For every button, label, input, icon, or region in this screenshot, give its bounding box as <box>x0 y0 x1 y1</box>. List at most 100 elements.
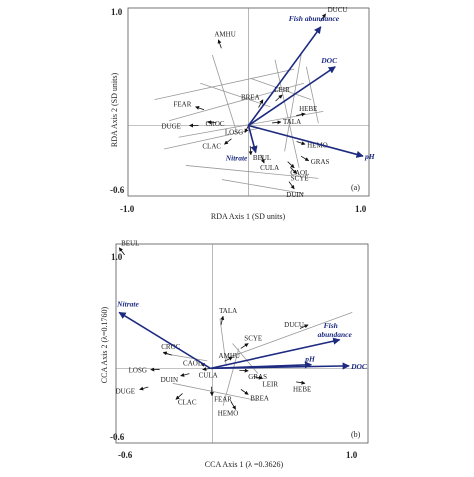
cca-species-label-caol: CAOL <box>183 359 202 367</box>
cca-species-label-croc: CROC <box>161 343 180 351</box>
rda-env-arrow-fish-abundance <box>247 26 322 126</box>
rda-species-arrow-hebe <box>296 112 306 117</box>
rda-species-arrow-tala <box>272 120 282 125</box>
cca-species-label-cula: CULA <box>199 372 218 380</box>
cca-species-label-brea: BREA <box>250 394 269 402</box>
rda-species-arrow-gras <box>300 155 310 162</box>
cca-y-axis-title: CCA Axis 2 (λ=0.1760) <box>100 306 109 383</box>
cca-species-arrow-brea <box>240 389 249 395</box>
cca-env-arrow-fish-abundance <box>210 337 341 370</box>
rda-species-arrow-scye <box>290 167 297 174</box>
rda-panel: DUCU AMHU LEIR BREA HEBE FEAR TALA CROC DUGE LOSG… <box>110 6 376 221</box>
rda-species-label-clac: CLAC <box>202 142 221 150</box>
rda-env-arrow-doc <box>248 66 336 127</box>
cca-species-arrow-hebe <box>296 380 306 385</box>
rda-species-label-tala: TALA <box>283 118 301 126</box>
cca-species-label-clac: CLAC <box>178 398 197 406</box>
cca-env-label-ph: pH <box>304 355 316 364</box>
cca-species-arrow-tala <box>220 315 225 325</box>
cca-species-arrow-scye <box>240 343 249 349</box>
rda-x-tick-min: -1.0 <box>120 204 135 214</box>
cca-x-axis-title: CCA Axis 1 (λ =0.3626) <box>205 460 284 469</box>
cca-species-arrow-beul <box>118 247 125 256</box>
rda-species-arrow-clac <box>224 138 232 145</box>
cca-species-label-losg: LOSG <box>129 367 147 375</box>
rda-x-tick-max: 1.0 <box>355 204 367 214</box>
rda-species-label-leir: LEIR <box>274 86 290 94</box>
rda-sample-line <box>211 54 237 132</box>
rda-species-label-ducu: DUCU <box>328 6 348 14</box>
cca-species-arrow-fear <box>209 386 214 397</box>
cca-x-tick-max: 1.0 <box>346 450 358 460</box>
rda-species-arrow-cula <box>260 154 265 164</box>
cca-env-arrow-nitrate <box>118 311 211 370</box>
rda-species-label-caol: CAOL <box>290 169 309 177</box>
rda-species-label-amhu: AMHU <box>214 31 235 39</box>
rda-sample-line <box>284 52 302 152</box>
cca-species-label-tala: TALA <box>219 307 237 315</box>
rda-species-label-losg: LOSG <box>225 129 243 137</box>
rda-species-label-croc: CROC <box>206 120 225 128</box>
rda-species-arrow-leir <box>275 94 283 102</box>
rda-env-arrow-ph <box>248 124 364 158</box>
rda-sample-line <box>221 179 304 195</box>
rda-species-label-hebe: HEBE <box>299 105 317 113</box>
cca-species-label-amhu: AMHU <box>219 352 240 360</box>
cca-species-arrow-duge <box>139 386 149 391</box>
rda-env-arrow-nitrate <box>247 125 258 154</box>
rda-species-arrow-duin <box>288 181 295 190</box>
rda-x-axis-title: RDA Axis 1 (SD units) <box>211 212 286 221</box>
rda-y-tick-max: 1.0 <box>111 7 123 17</box>
rda-species-label-duin: DUIN <box>286 191 304 199</box>
cca-sample-line <box>219 318 227 366</box>
rda-species-arrow-beul <box>248 145 253 156</box>
cca-species-arrow-gras <box>239 368 249 373</box>
rda-env-label-nitrate: Nitrate <box>225 154 248 163</box>
rda-sample-line <box>154 68 295 101</box>
rda-species-label-hemo: HEMO <box>307 141 328 149</box>
cca-sample-line <box>172 382 258 402</box>
rda-species-label-scye: SCYE <box>291 175 309 183</box>
cca-species-arrow-croc <box>162 351 172 356</box>
cca-species-label-fear: FEAR <box>214 396 232 404</box>
cca-species-label-leir: LEIR <box>262 380 278 388</box>
cca-species-arrow-clac <box>175 393 183 400</box>
cca-species-arrow-duin <box>180 373 190 377</box>
rda-env-label-doc: DOC <box>320 56 338 65</box>
rda-species-arrow-croc <box>207 120 217 125</box>
cca-env-arrow-doc <box>210 362 350 370</box>
rda-species-label-duge: DUGE <box>161 123 180 131</box>
cca-panel-label: (b) <box>351 430 361 439</box>
cca-species-arrow-leir <box>253 375 263 380</box>
rda-sample-line <box>185 165 319 179</box>
cca-species-label-ducu: DUCU <box>284 321 304 329</box>
rda-species-arrow-amhu <box>217 39 222 49</box>
cca-y-tick-min: -0.6 <box>110 432 125 442</box>
rda-y-axis-title: RDA Axis 2 (SD units) <box>110 73 119 148</box>
cca-species-label-hemo: HEMO <box>218 409 239 417</box>
rda-sample-line <box>250 78 312 101</box>
rda-environmental-vectors: Fish abundance DOC pH Nitrate <box>225 14 376 163</box>
cca-species-arrow-amhu <box>224 356 233 362</box>
rda-species-arrow-hemo <box>296 141 306 146</box>
cca-species-label-scye: SCYE <box>244 335 262 343</box>
rda-species-label-gras: GRAS <box>311 158 330 166</box>
cca-env-label-fish-abundance: Fish abundance <box>318 321 353 339</box>
rda-species-arrow-brea <box>258 99 264 108</box>
cca-sample-line <box>226 312 353 359</box>
rda-species-label-fear: FEAR <box>173 101 191 109</box>
cca-species-arrow-hemo <box>230 401 237 410</box>
rda-sample-line <box>305 66 319 124</box>
cca-species-arrow-ducu <box>299 324 309 329</box>
cca-env-label-nitrate: Nitrate <box>116 299 139 308</box>
rda-env-label-ph: pH <box>364 152 376 161</box>
rda-sample-line <box>164 127 261 150</box>
cca-env-label-doc: DOC <box>350 362 368 371</box>
cca-sample-line <box>222 348 240 406</box>
cca-species-label-gras: GRAS <box>248 373 267 381</box>
rda-species-arrow-ducu <box>320 13 326 22</box>
rda-species-label-cula: CULA <box>260 164 279 172</box>
rda-species-label-brea: BREA <box>241 94 260 102</box>
rda-species-arrow-caol <box>287 161 295 169</box>
cca-environmental-vectors: Nitrate Fish abundance pH DOC <box>116 299 368 370</box>
